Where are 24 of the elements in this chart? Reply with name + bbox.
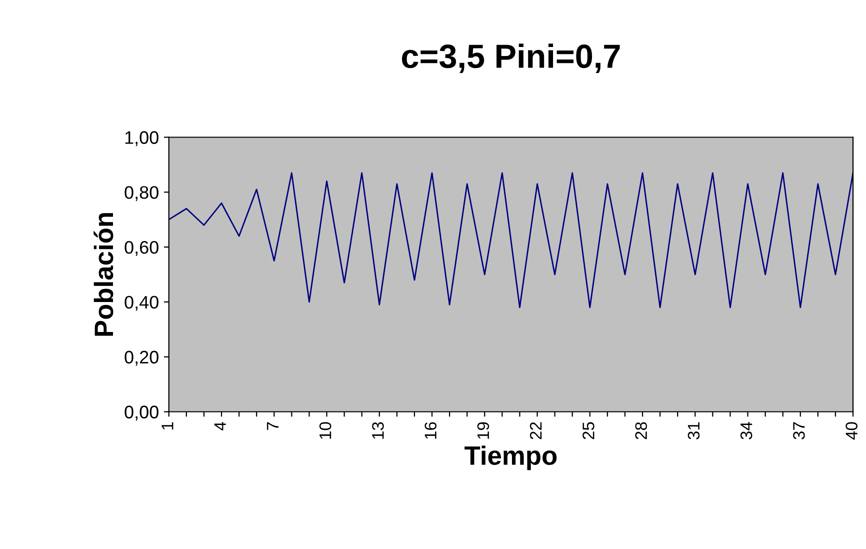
y-tick-label: 0,60: [124, 240, 158, 256]
x-tick-label: 4: [214, 422, 226, 430]
x-tick-label: 34: [740, 422, 752, 440]
y-tick-label: 1,00: [125, 131, 158, 146]
x-tick-label: 1: [162, 422, 174, 430]
y-tick-label: 0,80: [124, 186, 158, 202]
chart-title: c=3,5 Pini=0,7: [402, 44, 620, 73]
x-tick-label: 10: [319, 422, 332, 439]
y-tick-label: 0,40: [124, 296, 158, 311]
line-series: [168, 172, 854, 308]
x-tick-label: 22: [530, 422, 542, 440]
x-tick-label: 31: [688, 422, 700, 440]
x-tick-label: 19: [477, 422, 490, 439]
y-tick-label: 0,00: [124, 406, 158, 421]
x-tick-label: 28: [635, 422, 647, 440]
x-tick-label: 37: [793, 422, 805, 440]
x-tick-label: 7: [266, 422, 278, 430]
y-axis-title: Población: [94, 213, 114, 336]
x-tick-label: 16: [424, 422, 436, 439]
x-axis-title: Tiempo: [464, 446, 557, 470]
y-tick-label: 0,20: [124, 350, 158, 366]
x-tick-label: 25: [582, 422, 594, 440]
x-tick-label: 40: [846, 422, 858, 440]
x-tick-label: 13: [372, 422, 384, 439]
